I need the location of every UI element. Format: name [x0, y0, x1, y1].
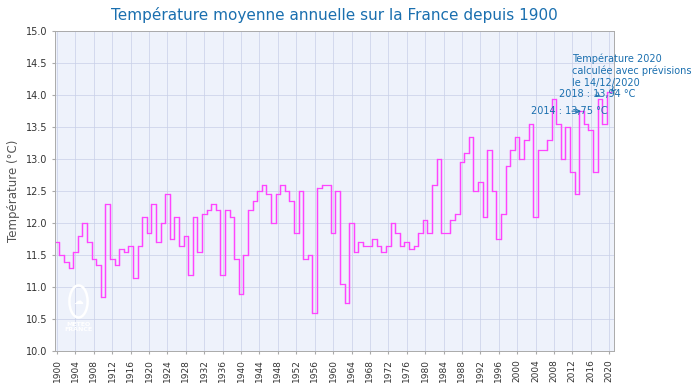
Text: 2014 : 13,75 °C: 2014 : 13,75 °C [531, 106, 608, 116]
Text: 2018 : 13,94 °C: 2018 : 13,94 °C [559, 89, 635, 99]
Text: Température 2020
calculée avec prévisions
le 14/12/2020: Température 2020 calculée avec prévision… [573, 53, 692, 91]
Title: Température moyenne annuelle sur la France depuis 1900: Température moyenne annuelle sur la Fran… [111, 7, 558, 23]
Text: METEO
FRANCE: METEO FRANCE [64, 322, 92, 333]
Text: ☁: ☁ [74, 296, 83, 307]
Y-axis label: Température (°C): Température (°C) [7, 140, 20, 242]
